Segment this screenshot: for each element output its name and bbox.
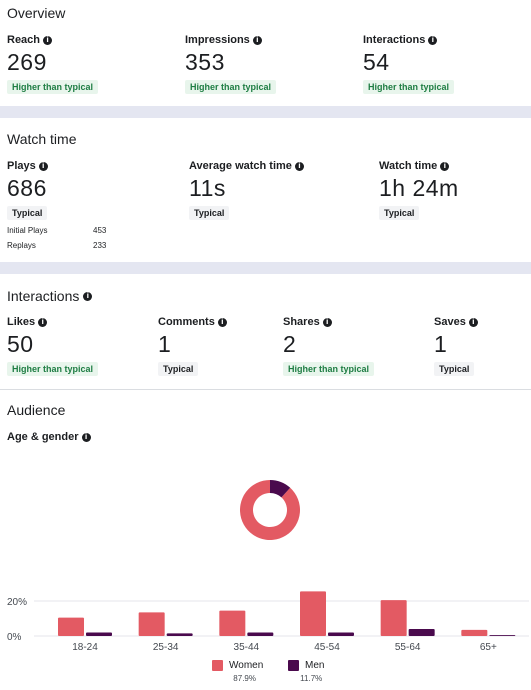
info-icon[interactable]: i: [38, 161, 48, 171]
metric-likes: Likes i 50 Higher than typical: [7, 316, 99, 377]
status-badge: Typical: [189, 206, 230, 220]
bar-women-35-44[interactable]: [219, 610, 246, 636]
metric-value: 1: [158, 331, 172, 357]
metric-value: 11s: [189, 175, 226, 201]
status-badge: Higher than typical: [363, 80, 455, 94]
info-icon[interactable]: i: [428, 35, 438, 45]
legend-swatch-men: [288, 660, 299, 671]
replays-value: 233: [93, 241, 107, 250]
info-icon[interactable]: i: [43, 35, 53, 45]
initial-plays-value: 453: [93, 226, 107, 235]
legend-label-women: Women: [229, 660, 264, 671]
metric-value: 50: [7, 331, 34, 357]
metric-value: 54: [363, 49, 390, 75]
replays-label: Replays: [7, 241, 36, 250]
metric-label: Comments: [158, 316, 215, 328]
watch-time-section: Watch time Plays i 686 Typical Initial Pl…: [0, 118, 531, 262]
y-tick-label: 20%: [7, 597, 27, 608]
bar-men-65+[interactable]: [489, 635, 516, 636]
legend-label-men: Men: [305, 660, 325, 671]
status-badge: Typical: [434, 362, 475, 376]
metric-interactions: Interactions i 54 Higher than typical: [363, 34, 455, 95]
audience-title: Audience: [7, 402, 66, 418]
x-tick-label: 55-64: [395, 642, 421, 653]
bar-women-25-34[interactable]: [138, 612, 165, 636]
bar-women-18-24[interactable]: [58, 617, 84, 636]
metric-shares: Shares i 2 Higher than typical: [283, 316, 375, 377]
metric-label: Average watch time: [189, 160, 292, 172]
bar-men-55-64[interactable]: [408, 629, 435, 636]
initial-plays-label: Initial Plays: [7, 226, 48, 235]
status-badge: Typical: [158, 362, 199, 376]
metric-value: 1h 24m: [379, 175, 459, 201]
overview-section: Overview Reach i 269 Higher than typical …: [0, 0, 531, 106]
x-tick-label: 25-34: [153, 642, 179, 653]
age-gender-label: Age & gender: [7, 431, 79, 443]
x-tick-label: 18-24: [72, 642, 98, 653]
x-tick-label: 45-54: [314, 642, 340, 653]
metric-plays: Plays i 686 Typical: [7, 160, 48, 221]
metric-label: Watch time: [379, 160, 438, 172]
metric-saves: Saves i 1 Typical: [434, 316, 478, 377]
bar-men-18-24[interactable]: [86, 632, 112, 637]
metric-average-watch-time: Average watch time i 11s Typical: [189, 160, 304, 221]
donut-slice-men[interactable]: [270, 480, 291, 498]
bar-women-65+[interactable]: [461, 629, 488, 636]
bar-women-45-54[interactable]: [300, 591, 326, 636]
info-icon[interactable]: i: [38, 317, 48, 327]
info-icon[interactable]: i: [81, 432, 91, 442]
y-tick-label: 0%: [7, 632, 22, 643]
status-badge: Higher than typical: [185, 80, 277, 94]
status-badge: Higher than typical: [7, 362, 99, 376]
x-tick-label: 35-44: [234, 642, 260, 653]
metric-value: 686: [7, 175, 47, 201]
watch-time-title: Watch time: [7, 131, 77, 147]
legend-swatch-women: [212, 660, 223, 671]
metric-watch-time: Watch time i 1h 24m Typical: [379, 160, 459, 221]
metric-value: 1: [434, 331, 448, 357]
section-divider: [0, 106, 531, 118]
info-icon[interactable]: i: [294, 161, 304, 171]
interactions-title: Interactions: [7, 288, 80, 304]
legend-pct-women: 87.9%: [233, 674, 256, 683]
bar-men-35-44[interactable]: [247, 632, 274, 637]
legend-men[interactable]: Men 11.7%: [288, 660, 324, 683]
overview-title: Overview: [7, 5, 66, 21]
status-badge: Typical: [379, 206, 420, 220]
metric-impressions: Impressions i 353 Higher than typical: [185, 34, 277, 95]
metric-comments: Comments i 1 Typical: [158, 316, 227, 377]
status-badge: Typical: [7, 206, 48, 220]
section-divider: [0, 389, 531, 390]
x-tick-label: 65+: [480, 642, 497, 653]
metric-value: 269: [7, 49, 47, 75]
interactions-section: Interactions i Likes i 50 Higher than typi…: [0, 274, 531, 388]
metric-label: Saves: [434, 316, 466, 328]
metric-label: Plays: [7, 160, 36, 172]
bar-men-25-34[interactable]: [166, 633, 193, 636]
donut-slice-women[interactable]: [240, 480, 300, 540]
info-icon[interactable]: i: [252, 35, 262, 45]
info-icon[interactable]: i: [83, 291, 93, 301]
info-icon[interactable]: i: [440, 161, 450, 171]
metric-label: Interactions: [363, 34, 426, 46]
info-icon[interactable]: i: [322, 317, 332, 327]
section-divider: [0, 262, 531, 274]
metric-value: 353: [185, 49, 225, 75]
info-icon[interactable]: i: [217, 317, 227, 327]
legend-women[interactable]: Women 87.9%: [212, 660, 263, 683]
metric-label: Impressions: [185, 34, 250, 46]
metric-value: 2: [283, 331, 297, 357]
metric-reach: Reach i 269 Higher than typical: [7, 34, 99, 95]
metric-label: Reach: [7, 34, 41, 46]
legend-pct-men: 11.7%: [300, 674, 323, 683]
bar-women-55-64[interactable]: [380, 600, 407, 636]
status-badge: Higher than typical: [283, 362, 375, 376]
metric-label: Shares: [283, 316, 320, 328]
metric-label: Likes: [7, 316, 36, 328]
status-badge: Higher than typical: [7, 80, 99, 94]
info-icon[interactable]: i: [468, 317, 478, 327]
bar-men-45-54[interactable]: [328, 632, 354, 637]
